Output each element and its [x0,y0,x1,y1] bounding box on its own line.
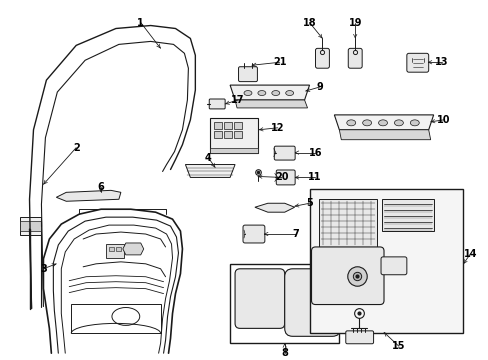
Bar [20,217,41,235]
FancyBboxPatch shape [345,331,373,344]
FancyBboxPatch shape [284,269,340,336]
Polygon shape [122,243,143,255]
Bar [116,247,121,251]
Ellipse shape [409,120,418,126]
Bar [319,199,376,247]
Text: 2: 2 [73,143,80,153]
Text: 20: 20 [274,172,288,183]
Text: 1: 1 [137,18,144,27]
FancyBboxPatch shape [380,257,406,275]
Ellipse shape [271,91,279,95]
Polygon shape [185,165,235,177]
Polygon shape [56,190,121,201]
Polygon shape [383,222,431,225]
Polygon shape [339,130,430,140]
Bar [210,118,257,153]
Text: 12: 12 [270,123,284,133]
Ellipse shape [285,91,293,95]
FancyBboxPatch shape [315,48,329,68]
Polygon shape [235,100,307,108]
Polygon shape [230,85,309,100]
Polygon shape [383,216,431,219]
Bar [214,122,222,129]
Bar [214,131,222,138]
Bar [234,122,242,129]
Ellipse shape [378,120,386,126]
Text: 14: 14 [463,249,476,259]
Bar [234,131,242,138]
Text: 19: 19 [348,18,361,27]
Text: 9: 9 [315,82,322,92]
Text: 5: 5 [305,198,312,208]
Polygon shape [254,203,294,212]
FancyBboxPatch shape [209,99,224,109]
Text: 17: 17 [231,95,244,105]
Text: 16: 16 [308,148,322,158]
Polygon shape [383,204,431,207]
Text: 11: 11 [307,172,321,183]
Text: 18: 18 [302,18,316,27]
FancyBboxPatch shape [235,269,284,328]
Text: 21: 21 [272,57,286,67]
Bar [106,244,123,258]
FancyBboxPatch shape [238,67,257,82]
Text: 3: 3 [40,264,47,274]
FancyBboxPatch shape [276,170,295,185]
Bar [309,189,463,333]
Ellipse shape [362,120,371,126]
Text: 8: 8 [281,348,287,358]
Bar [210,148,257,153]
FancyBboxPatch shape [347,48,362,68]
Bar [71,303,160,333]
Ellipse shape [244,91,251,95]
Polygon shape [210,100,224,108]
FancyBboxPatch shape [311,247,383,305]
Polygon shape [383,228,431,231]
Bar [224,122,232,129]
FancyBboxPatch shape [274,146,295,160]
Text: 6: 6 [98,183,104,192]
Polygon shape [334,115,433,130]
Bar [230,264,339,343]
Text: 4: 4 [204,153,211,163]
Text: 7: 7 [292,229,298,239]
Ellipse shape [346,120,355,126]
Ellipse shape [257,91,265,95]
Text: 13: 13 [434,57,447,67]
FancyBboxPatch shape [406,53,428,72]
Text: 10: 10 [436,115,449,125]
Text: 15: 15 [391,341,405,351]
FancyBboxPatch shape [243,225,264,243]
Bar [381,199,433,231]
Ellipse shape [394,120,403,126]
Bar [20,221,41,231]
Polygon shape [383,210,431,213]
Bar [224,131,232,138]
Bar [109,247,114,251]
